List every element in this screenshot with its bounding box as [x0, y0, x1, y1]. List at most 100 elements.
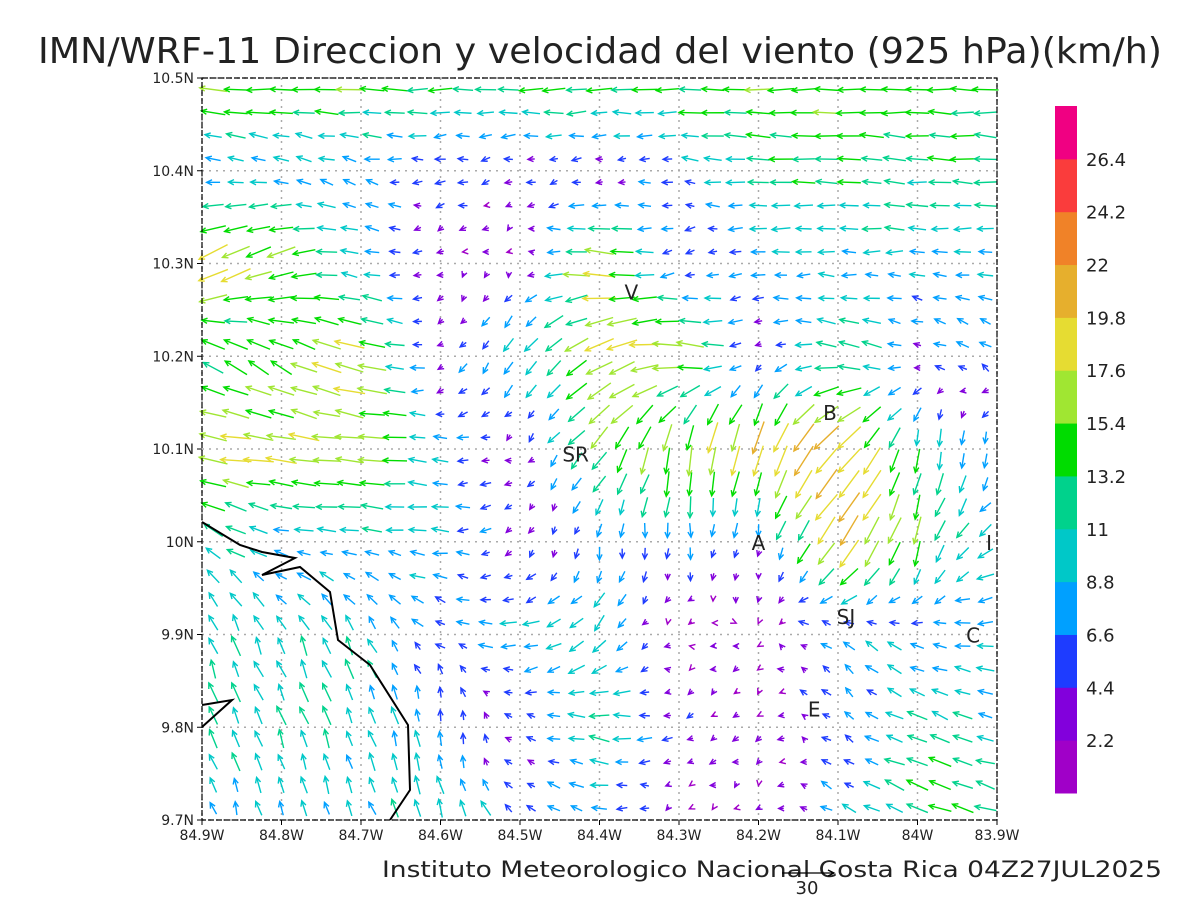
wind-arrow: [836, 155, 861, 163]
wind-arrow: [886, 294, 902, 302]
wind-arrow: [800, 666, 808, 674]
wind-arrow-head: [388, 248, 396, 256]
wind-arrow-head: [359, 316, 368, 324]
wind-arrow-head: [616, 155, 625, 163]
wind-arrow-shaft: [814, 386, 839, 396]
wind-arrow-shaft: [637, 737, 653, 741]
wind-arrow: [459, 731, 467, 745]
wind-arrow: [410, 155, 424, 163]
wind-arrow-head: [664, 573, 671, 581]
wind-arrow-head: [638, 442, 645, 450]
wind-arrow: [527, 225, 535, 232]
wind-arrow-head: [904, 132, 912, 140]
wind-arrow-head: [573, 552, 580, 560]
wind-arrow-shaft: [611, 88, 633, 91]
wind-arrow: [836, 86, 861, 94]
wind-arrow-head: [840, 598, 848, 605]
wind-arrow-shaft: [592, 639, 607, 653]
wind-arrow-head: [287, 432, 296, 439]
wind-arrow: [436, 294, 444, 302]
wind-arrow-head: [982, 461, 989, 470]
wind-arrow-shaft: [294, 528, 314, 532]
wind-arrow-shaft: [454, 111, 472, 114]
wind-arrow-head: [289, 385, 298, 393]
wind-arrow-shaft: [479, 621, 493, 625]
wind-arrow: [505, 247, 513, 255]
wind-arrow-head: [733, 804, 741, 811]
wind-arrow-shaft: [974, 158, 997, 161]
wind-arrow: [590, 804, 607, 812]
wind-arrow-shaft: [798, 620, 810, 626]
wind-arrow-head: [912, 559, 920, 568]
wind-arrow: [981, 363, 990, 372]
wind-arrow-shaft: [208, 729, 218, 749]
wind-arrow-head: [320, 614, 328, 623]
wind-arrow: [887, 364, 901, 372]
wind-arrow: [358, 339, 386, 348]
wind-arrow-shaft: [914, 494, 921, 520]
wind-arrow-head: [888, 441, 895, 449]
wind-arrow-head: [933, 318, 941, 325]
wind-arrow-head: [887, 536, 894, 545]
wind-arrow: [272, 526, 289, 534]
wind-arrow-head: [502, 666, 511, 673]
wind-arrow-shaft: [253, 571, 265, 582]
wind-arrow: [567, 429, 586, 446]
wind-arrow-head: [254, 775, 262, 784]
wind-arrow: [528, 549, 535, 559]
x-tick-label: 84.7W: [338, 828, 383, 844]
wind-arrow-head: [588, 712, 596, 720]
wind-arrow-head: [864, 758, 872, 765]
wind-arrow-shaft: [200, 410, 227, 418]
wind-arrow-shaft: [461, 755, 465, 769]
wind-arrow-head: [817, 537, 824, 545]
coastline: [201, 521, 412, 821]
wind-arrow: [861, 317, 882, 324]
wind-arrow-head: [956, 317, 964, 324]
wind-arrow-shaft: [568, 227, 586, 230]
wind-arrow-shaft: [273, 156, 290, 162]
wind-arrow-shaft: [661, 227, 674, 230]
wind-arrow: [332, 386, 366, 395]
wind-arrow: [525, 573, 537, 581]
wind-arrow: [289, 294, 318, 302]
wind-arrow: [505, 271, 513, 279]
wind-arrow: [954, 294, 970, 302]
wind-arrow-head: [220, 276, 228, 283]
colorbar-label: 15.4: [1086, 414, 1126, 435]
wind-arrow: [732, 665, 740, 673]
wind-arrow-shaft: [338, 318, 361, 325]
wind-arrow-head: [332, 386, 341, 393]
colorbar-swatch: [1055, 211, 1077, 266]
wind-arrow: [905, 201, 929, 209]
wind-arrow-head: [862, 780, 871, 787]
wind-arrow: [245, 86, 271, 94]
wind-arrow-shaft: [290, 458, 319, 463]
wind-arrow-head: [639, 782, 647, 789]
wind-arrow-head: [253, 614, 260, 623]
wind-arrow-head: [936, 463, 944, 471]
wind-arrow-shaft: [884, 758, 905, 766]
wind-arrow-shaft: [547, 714, 561, 718]
wind-arrow-head: [727, 202, 735, 209]
wind-arrow-head: [276, 704, 283, 713]
wind-arrow: [906, 710, 928, 721]
wind-arrow-head: [299, 775, 306, 784]
wind-arrow-head: [958, 486, 965, 494]
wind-arrow-head: [571, 179, 579, 186]
wind-arrow-head: [267, 317, 275, 324]
wind-arrow-shaft: [840, 515, 859, 546]
wind-arrow-shaft: [952, 803, 974, 814]
wind-arrow-head: [960, 411, 967, 419]
wind-arrow-head: [549, 178, 557, 186]
wind-arrow-shaft: [270, 504, 293, 510]
wind-arrow-shaft: [951, 134, 975, 138]
wind-arrow-head: [799, 806, 807, 813]
wind-arrow: [361, 109, 382, 116]
wind-arrow-head: [937, 413, 944, 421]
wind-arrow: [789, 109, 817, 117]
wind-arrow-head: [358, 410, 366, 417]
wind-arrow: [927, 178, 952, 186]
wind-arrow-head: [566, 711, 575, 719]
wind-arrow: [458, 363, 468, 374]
